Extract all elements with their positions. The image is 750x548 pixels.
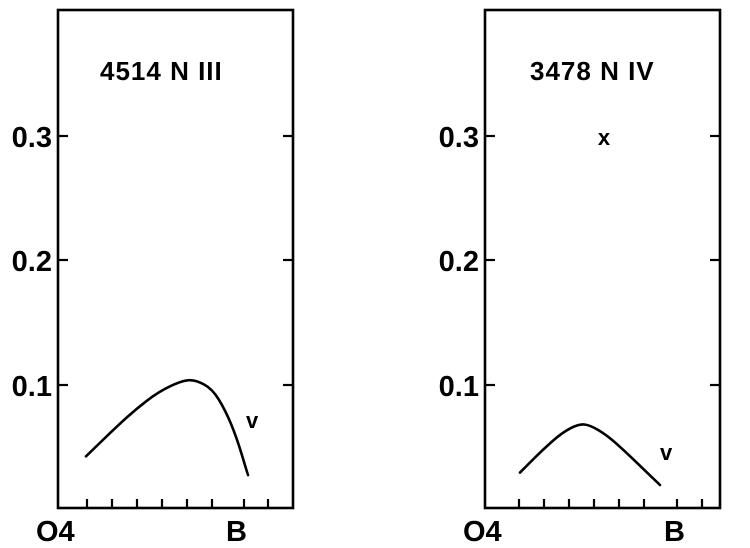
x-tick-label-start: O4 (36, 516, 75, 548)
y-tick-label: 0.1 (439, 371, 479, 403)
y-tick-label: 0.2 (439, 246, 479, 278)
chart-title: 4514 N III (100, 56, 223, 86)
chart-panel-left: 0.1 0.2 0.3 O4 B 4514 N III v (12, 8, 295, 548)
series-label-v: v (246, 408, 259, 433)
y-tick-label: 0.2 (12, 246, 52, 278)
x-tick-label-end: B (226, 516, 247, 548)
annotation-marker: x (598, 125, 611, 150)
x-tick-label-start: O4 (463, 516, 502, 548)
chart-panel-right: 0.1 0.2 0.3 O4 B 3478 N IV v x (439, 8, 722, 548)
y-tick-label: 0.1 (12, 371, 52, 403)
series-label-v: v (660, 440, 673, 465)
y-tick-label: 0.3 (12, 122, 52, 154)
x-tick-label-end: B (664, 516, 685, 548)
series-line-v (84, 378, 250, 477)
series-line-v (518, 423, 662, 487)
y-tick-label: 0.3 (439, 122, 479, 154)
chart-title: 3478 N IV (530, 56, 655, 86)
